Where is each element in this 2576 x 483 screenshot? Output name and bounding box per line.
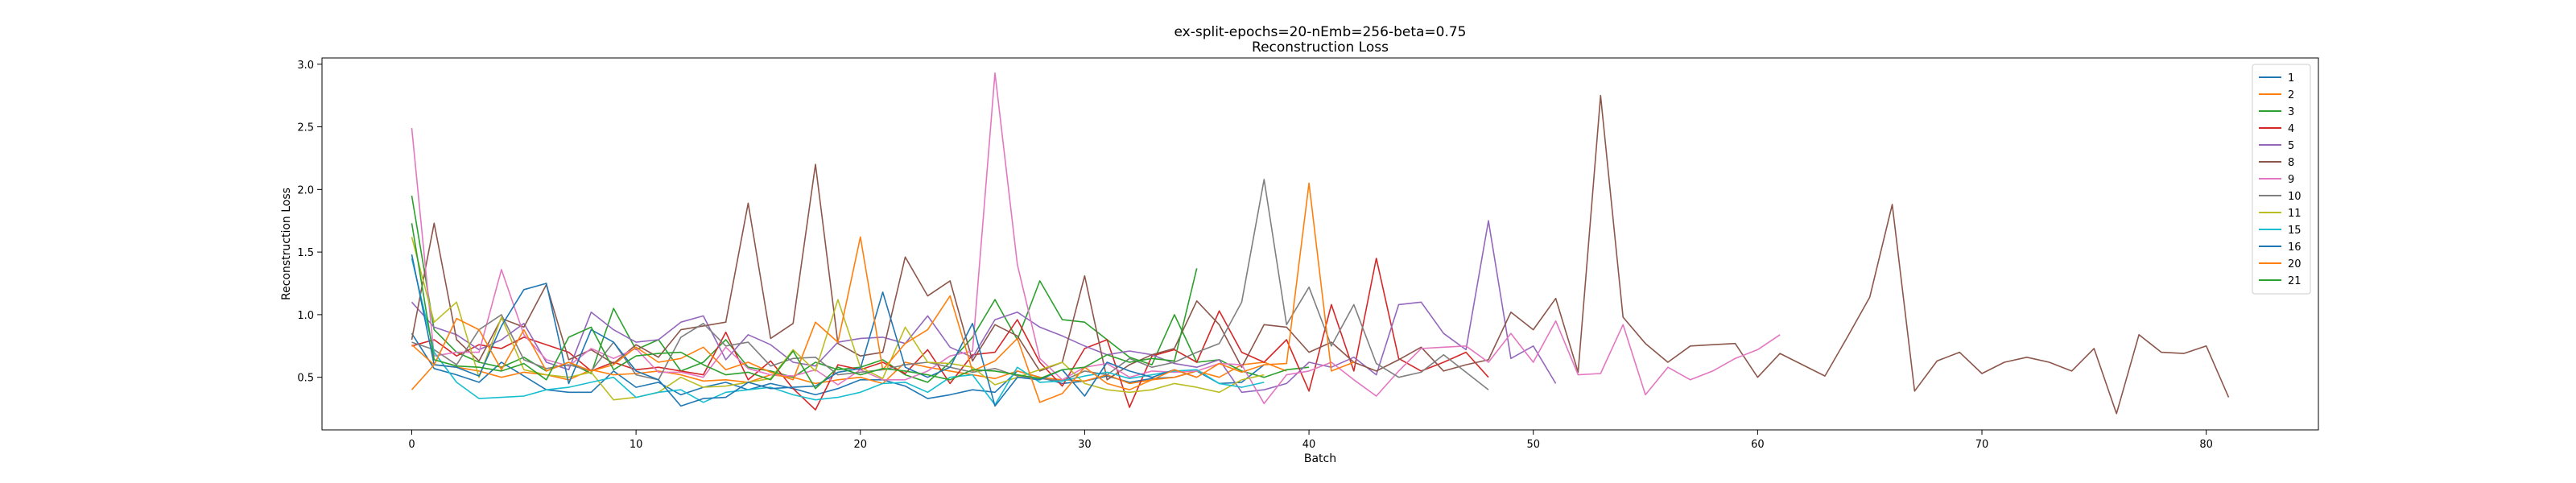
y-tick-label: 2.5: [297, 122, 314, 134]
y-axis-ticks: 0.5 1.0 1.5 2.0 2.5 3.0: [297, 60, 322, 385]
series-line-16: [411, 254, 1197, 407]
x-tick-label: 50: [1526, 439, 1540, 451]
x-tick-label: 70: [1975, 439, 1989, 451]
plot-area: [411, 72, 2230, 415]
x-tick-label: 30: [1078, 439, 1092, 451]
series-line-21: [411, 223, 1198, 390]
legend-label-10: 10: [2288, 191, 2301, 203]
legend-label-9: 9: [2288, 174, 2294, 186]
x-tick-label: 80: [2199, 439, 2213, 451]
legend-label-20: 20: [2288, 258, 2301, 270]
legend-label-5: 5: [2288, 140, 2294, 152]
x-tick-label: 40: [1302, 439, 1316, 451]
legend-label-15: 15: [2288, 225, 2301, 237]
legend-label-21: 21: [2288, 275, 2301, 287]
series-line-20: [411, 182, 1355, 403]
legend-label-2: 2: [2288, 89, 2294, 101]
series-line-9: [411, 72, 1781, 405]
legend-label-3: 3: [2288, 106, 2294, 118]
y-tick-label: 0.5: [297, 373, 314, 385]
chart-subtitle: Reconstruction Loss: [1252, 39, 1389, 56]
legend-label-16: 16: [2288, 242, 2301, 254]
y-tick-label: 3.0: [297, 60, 314, 72]
series-line-15: [411, 258, 1265, 406]
y-tick-label: 2.0: [297, 184, 314, 196]
legend-label-1: 1: [2288, 72, 2294, 85]
x-tick-label: 20: [853, 439, 867, 451]
legend-label-11: 11: [2288, 208, 2301, 220]
legend-label-4: 4: [2288, 123, 2294, 135]
x-tick-label: 60: [1751, 439, 1765, 451]
x-tick-label: 0: [408, 439, 415, 451]
axes-frame: [321, 57, 2319, 431]
y-tick-label: 1.5: [297, 247, 314, 259]
y-tick-label: 1.0: [297, 310, 314, 322]
legend: 1 2 3 4 5 8 9 10 11 15 16 20 21: [2252, 64, 2311, 295]
x-axis-label: Batch: [1304, 452, 1336, 465]
y-axis-label: Reconstruction Loss: [280, 188, 293, 300]
chart-title: ex-split-epochs=20-nEmb=256-beta=0.75: [1174, 24, 1466, 40]
legend-label-8: 8: [2288, 157, 2294, 169]
series-line-8: [411, 94, 2230, 415]
x-axis-ticks: 0 10 20 30 40 50 60 70 80: [408, 430, 2213, 451]
series-line-11: [411, 237, 1265, 401]
x-tick-label: 10: [630, 439, 643, 451]
